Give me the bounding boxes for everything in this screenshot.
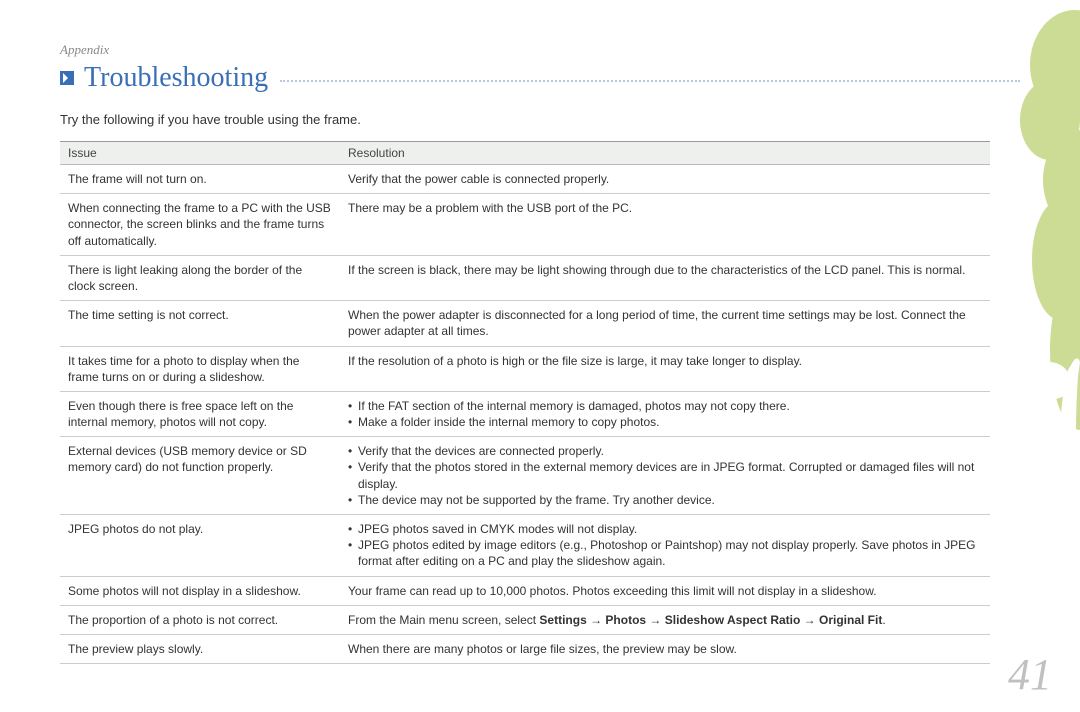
cell-issue: It takes time for a photo to display whe…	[60, 346, 340, 391]
page-number: 41	[1008, 649, 1052, 700]
troubleshooting-table: Issue Resolution The frame will not turn…	[60, 141, 990, 664]
cell-issue: Some photos will not display in a slides…	[60, 576, 340, 605]
cell-issue: JPEG photos do not play.	[60, 515, 340, 577]
divider-dotted	[280, 80, 1020, 82]
list-item: Make a folder inside the internal memory…	[348, 414, 982, 430]
cell-resolution: If the screen is black, there may be lig…	[340, 255, 990, 300]
cell-resolution: Verify that the devices are connected pr…	[340, 437, 990, 515]
table-row: The preview plays slowly.When there are …	[60, 634, 990, 663]
column-header-resolution: Resolution	[340, 142, 990, 165]
intro-text: Try the following if you have trouble us…	[60, 112, 1080, 127]
list-item: JPEG photos saved in CMYK modes will not…	[348, 521, 982, 537]
cell-issue: Even though there is free space left on …	[60, 391, 340, 436]
section-label: Appendix	[60, 42, 1080, 58]
cell-issue: There is light leaking along the border …	[60, 255, 340, 300]
table-row: The proportion of a photo is not correct…	[60, 605, 990, 634]
list-item: Verify that the devices are connected pr…	[348, 443, 982, 459]
cell-resolution: When the power adapter is disconnected f…	[340, 301, 990, 346]
page: Appendix Troubleshooting Try the followi…	[0, 0, 1080, 712]
cell-resolution: If the FAT section of the internal memor…	[340, 391, 990, 436]
table-row: External devices (USB memory device or S…	[60, 437, 990, 515]
cell-resolution: JPEG photos saved in CMYK modes will not…	[340, 515, 990, 577]
arrow-icon	[60, 71, 74, 85]
table-row: There is light leaking along the border …	[60, 255, 990, 300]
cell-resolution: Your frame can read up to 10,000 photos.…	[340, 576, 990, 605]
table-row: JPEG photos do not play. JPEG photos save…	[60, 515, 990, 577]
list-item: JPEG photos edited by image editors (e.g…	[348, 537, 982, 569]
menu-path: Settings → Photos → Slideshow Aspect Rat…	[539, 613, 882, 627]
page-title: Troubleshooting	[84, 62, 268, 94]
table-row: Even though there is free space left on …	[60, 391, 990, 436]
table-row: Some photos will not display in a slides…	[60, 576, 990, 605]
list-item: If the FAT section of the internal memor…	[348, 398, 982, 414]
table-row: It takes time for a photo to display whe…	[60, 346, 990, 391]
cell-issue: The proportion of a photo is not correct…	[60, 605, 340, 634]
cell-resolution: When there are many photos or large file…	[340, 634, 990, 663]
cell-resolution: From the Main menu screen, select Settin…	[340, 605, 990, 634]
cell-resolution: Verify that the power cable is connected…	[340, 165, 990, 194]
cell-issue: The frame will not turn on.	[60, 165, 340, 194]
column-header-issue: Issue	[60, 142, 340, 165]
table-row: When connecting the frame to a PC with t…	[60, 194, 990, 256]
cell-issue: When connecting the frame to a PC with t…	[60, 194, 340, 256]
cell-resolution: If the resolution of a photo is high or …	[340, 346, 990, 391]
decorative-illustration	[990, 0, 1080, 712]
cell-resolution: There may be a problem with the USB port…	[340, 194, 990, 256]
list-item: The device may not be supported by the f…	[348, 492, 982, 508]
cell-issue: The preview plays slowly.	[60, 634, 340, 663]
title-row: Troubleshooting	[60, 62, 1080, 94]
cell-issue: External devices (USB memory device or S…	[60, 437, 340, 515]
table-row: The frame will not turn on.Verify that t…	[60, 165, 990, 194]
table-row: The time setting is not correct.When the…	[60, 301, 990, 346]
list-item: Verify that the photos stored in the ext…	[348, 459, 982, 491]
cell-issue: The time setting is not correct.	[60, 301, 340, 346]
